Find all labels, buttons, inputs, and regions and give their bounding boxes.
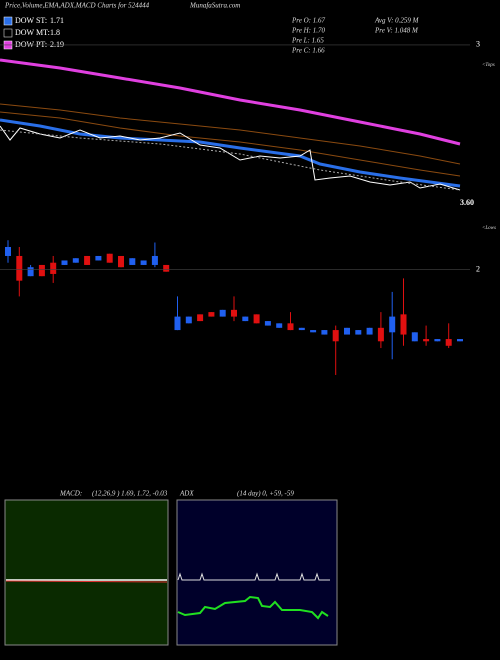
candle-body (38, 264, 45, 277)
annotation: <Lows (482, 226, 496, 231)
y-tick-label: 3 (476, 40, 480, 49)
candle-body (27, 267, 34, 277)
candle-body (242, 316, 249, 322)
candle-body (129, 258, 136, 265)
candle-body (310, 330, 317, 333)
di-line (177, 595, 329, 620)
title: Price,Volume,EMA,ADX,MACD Charts for 524… (4, 2, 150, 10)
candle-body (445, 339, 452, 346)
y-tick-label: 2 (476, 264, 480, 273)
info-text: Pre C: 1.66 (291, 47, 325, 55)
adx-params: (14 day) 0, +59, -59 (237, 490, 294, 498)
candle-body (95, 255, 102, 261)
candle-body (219, 309, 226, 317)
legend-swatch (3, 16, 13, 26)
candle-body (185, 316, 192, 324)
candle-body (174, 316, 181, 331)
candle-body (321, 330, 328, 335)
macd-panel (4, 499, 169, 646)
candle-body (287, 323, 294, 331)
candle-body (253, 314, 260, 324)
legend-name: DOW PT: (15, 40, 47, 49)
macd-label: MACD: (59, 490, 82, 498)
legend-value: 1.71 (50, 16, 64, 25)
ema-line (0, 118, 461, 188)
signal-line (5, 580, 168, 583)
candle-body (355, 330, 362, 335)
legend-name: DOW MT: (15, 28, 50, 37)
candles (5, 240, 463, 375)
candle-body (140, 260, 147, 265)
candle-body (400, 314, 407, 335)
candle-body (163, 264, 170, 272)
candle-body (423, 339, 430, 342)
candle-body (50, 262, 57, 274)
site: MunafaSutra.com (189, 2, 240, 10)
candle-body (151, 255, 158, 265)
candle-body (197, 314, 204, 322)
candle-body (264, 321, 271, 326)
candle-body (344, 327, 350, 335)
adx-line (177, 572, 330, 581)
info-text: Pre O: 1.67 (291, 17, 325, 25)
candle-body (389, 316, 396, 333)
candle-body (411, 332, 418, 342)
ema-line (0, 58, 461, 146)
legend-value: 2.19 (50, 40, 64, 49)
ema-line (0, 103, 461, 165)
info: Pre O: 1.67 Pre H: 1.70 Pre L: 1.65 Pre … (291, 17, 420, 55)
macd-params: (12,26,9 ) 1.69, 1.72, -0.03 (92, 490, 168, 498)
candle-body (366, 327, 373, 335)
info-text: Pre V: 1.048 M (374, 27, 419, 35)
candle-body (208, 312, 215, 317)
ema-line (0, 129, 461, 191)
candle-body (72, 258, 79, 263)
candle-body (106, 253, 113, 263)
candle-body (434, 339, 441, 342)
info-text: Pre L: 1.65 (291, 37, 324, 45)
info-text: Pre H: 1.70 (291, 27, 325, 35)
candle-body (457, 339, 463, 342)
candle-body (276, 323, 283, 328)
legend-name: DOW ST: (15, 16, 47, 25)
annotation: <Tops (482, 63, 495, 68)
candle-body (377, 327, 384, 342)
candle-body (5, 246, 11, 256)
candle-body (84, 255, 91, 265)
annotation: 3.60 (460, 198, 474, 207)
info-text: Avg V: 0.259 M (374, 17, 420, 25)
candle-body (16, 255, 23, 281)
candle-body (332, 330, 339, 342)
candle-body (61, 260, 68, 265)
candle-body (118, 255, 124, 268)
legend-value: 1.8 (50, 28, 60, 37)
ema-line (0, 111, 461, 177)
candle-body (231, 309, 237, 317)
price-line (0, 125, 461, 191)
candle-body (298, 327, 305, 331)
legend-swatch (3, 28, 13, 38)
adx-label: ADX (179, 490, 194, 498)
ema-lines (0, 58, 461, 191)
